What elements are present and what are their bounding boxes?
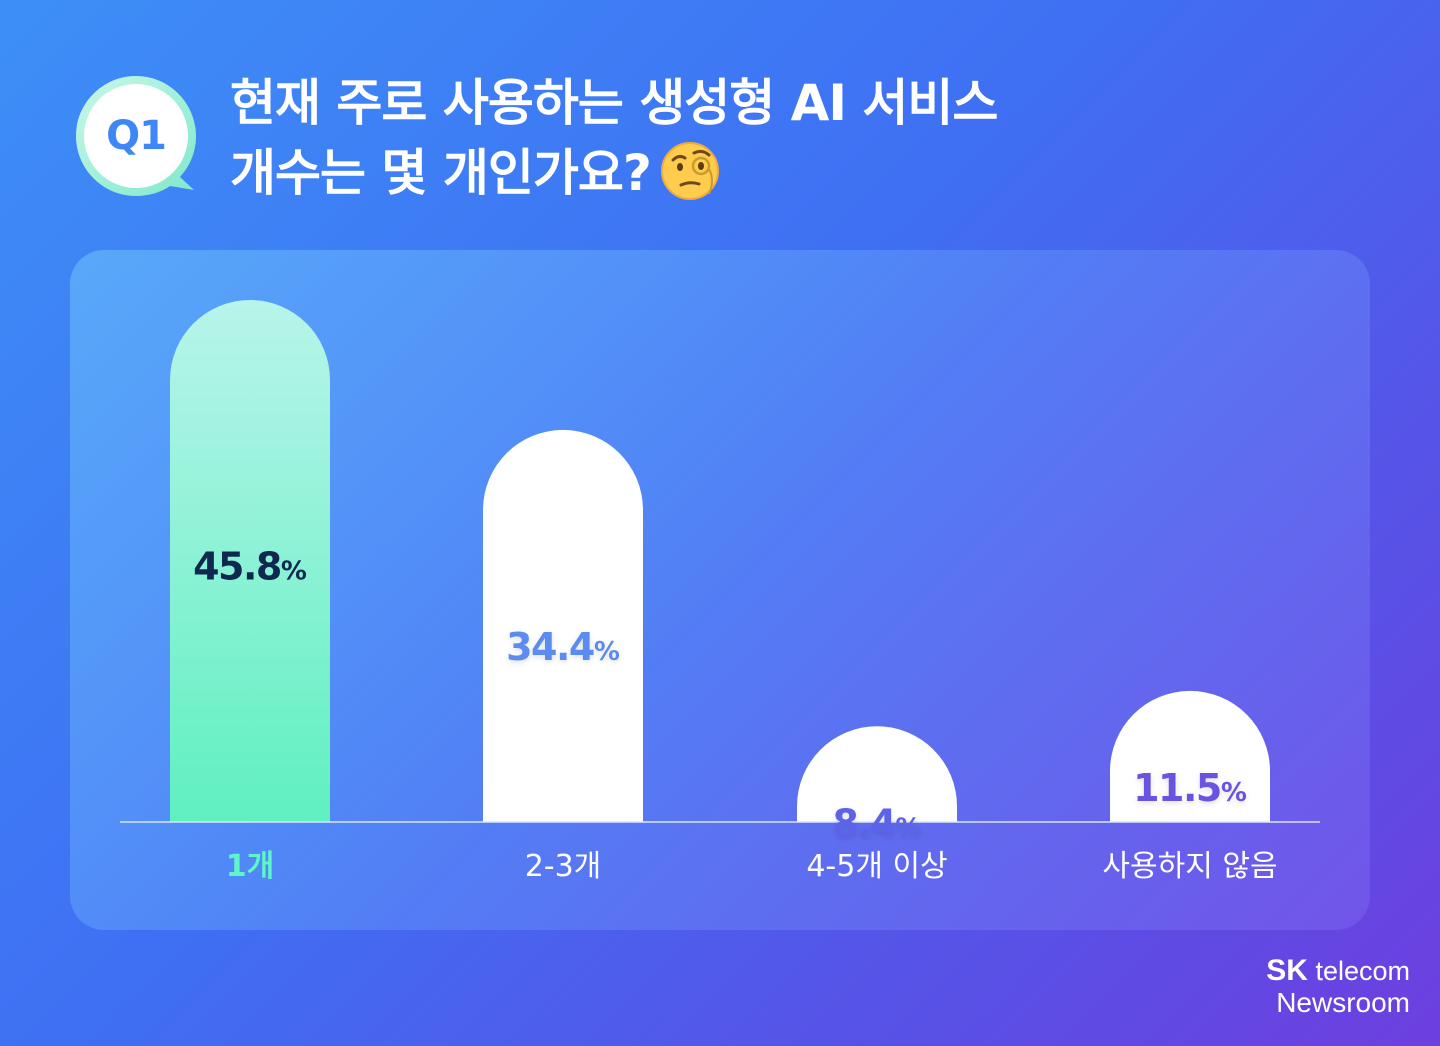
title-line-2-text: 개수는 몇 개인가요? <box>230 144 652 202</box>
brand-subtitle: Newsroom <box>1276 987 1410 1018</box>
bar-1 <box>170 300 330 822</box>
category-label-2: 2-3개 <box>525 849 602 884</box>
category-label-3: 4-5개 이상 <box>806 849 947 884</box>
chart-panel: 45.8% 1개 34.4% 2-3개 8.4% 4-5개 이상 11.5% 사용하지 않음 <box>70 250 1370 930</box>
category-label-1: 1개 <box>226 849 274 884</box>
value-label-2: 34.4% <box>506 625 620 669</box>
face-with-monocle-icon <box>659 140 721 202</box>
brand-rest: telecom <box>1315 956 1410 986</box>
footer-logo: SK telecom Newsroom <box>1266 955 1410 1019</box>
brand-bold: SK <box>1266 954 1308 987</box>
question-number: Q1 <box>106 113 167 159</box>
value-label-1: 45.8% <box>193 544 307 588</box>
question-badge: Q1 <box>72 72 200 200</box>
bar-chart: 45.8% 1개 34.4% 2-3개 8.4% 4-5개 이상 11.5% 사용하지 않음 <box>120 300 1320 884</box>
page-title: 현재 주로 사용하는 생성형 AI 서비스 개수는 몇 개인가요? <box>230 68 998 208</box>
value-label-4: 11.5% <box>1133 766 1247 810</box>
title-line-1: 현재 주로 사용하는 생성형 AI 서비스 <box>230 74 998 132</box>
bar-3 <box>797 726 957 822</box>
category-label-4: 사용하지 않음 <box>1102 849 1277 884</box>
bar-4 <box>1110 690 1270 822</box>
bar-2 <box>483 429 643 822</box>
value-label-3: 8.4% <box>833 801 922 845</box>
title-line-2: 개수는 몇 개인가요? <box>230 138 997 208</box>
speech-bubble-icon <box>76 76 196 196</box>
brand-logo: SK telecom <box>1266 955 1410 987</box>
